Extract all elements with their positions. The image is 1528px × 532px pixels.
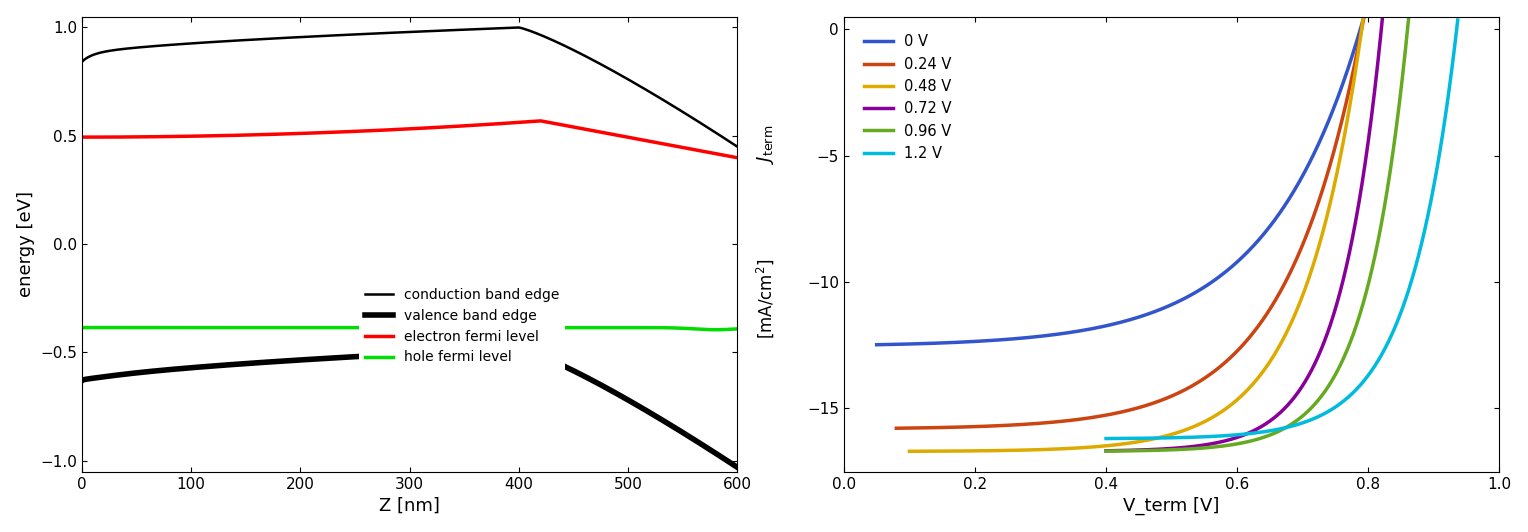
1.2 V [1322, 407, 1340, 413]
1.2 V [1172, 434, 1190, 440]
Line: 0.72 V: 0.72 V [1106, 18, 1383, 451]
0.24 V [1054, 418, 1073, 425]
0 V [1354, 15, 1372, 21]
1.2 V [1230, 431, 1248, 438]
0 V [1163, 301, 1181, 307]
Line: 0.48 V: 0.48 V [909, 18, 1363, 451]
0.48 V [1181, 425, 1199, 431]
0 V [897, 341, 915, 347]
0.72 V [1155, 446, 1174, 452]
Line: 0.96 V: 0.96 V [1106, 19, 1409, 451]
1.2 V [1303, 416, 1322, 422]
0.48 V [1131, 438, 1149, 445]
0.96 V [1300, 406, 1319, 412]
0.48 V [975, 447, 993, 454]
0.24 V [912, 425, 931, 431]
1.2 V [1279, 424, 1297, 430]
0.96 V [1161, 447, 1180, 453]
0 V [1178, 294, 1196, 301]
0.96 V [1216, 443, 1235, 449]
0.48 V [949, 448, 967, 454]
Text: [mA/cm$^2$]: [mA/cm$^2$] [755, 259, 776, 339]
X-axis label: Z [nm]: Z [nm] [379, 497, 440, 515]
0.24 V [888, 425, 906, 431]
Text: $\mathit{J}_\mathrm{term}$: $\mathit{J}_\mathrm{term}$ [755, 124, 776, 164]
0.72 V [1245, 427, 1264, 434]
0.48 V [1354, 15, 1372, 21]
0.48 V [1241, 384, 1259, 390]
1.2 V [1097, 435, 1115, 442]
1.2 V [1449, 17, 1467, 23]
0.48 V [900, 448, 918, 454]
0.72 V [1374, 14, 1392, 21]
Y-axis label: energy [eV]: energy [eV] [17, 191, 35, 297]
0.72 V [1097, 447, 1115, 454]
0.96 V [1131, 447, 1149, 454]
0.96 V [1097, 448, 1115, 454]
Line: 0 V: 0 V [877, 18, 1363, 345]
0.96 V [1400, 16, 1418, 22]
0.96 V [1218, 442, 1236, 448]
Legend: conduction band edge, valence band edge, electron fermi level, hole fermi level: conduction band edge, valence band edge,… [359, 282, 565, 370]
Line: 0.24 V: 0.24 V [897, 18, 1365, 428]
Legend: 0 V, 0.24 V, 0.48 V, 0.72 V, 0.96 V, 1.2 V: 0 V, 0.24 V, 0.48 V, 0.72 V, 0.96 V, 1.2… [857, 29, 958, 167]
0 V [1151, 306, 1169, 313]
0 V [1236, 251, 1254, 257]
0.24 V [1144, 400, 1163, 406]
0.24 V [1132, 404, 1151, 410]
Line: 1.2 V: 1.2 V [1106, 20, 1458, 438]
0.72 V [1284, 396, 1302, 403]
0.96 V [1259, 433, 1277, 439]
0.24 V [1025, 420, 1044, 427]
1.2 V [1236, 431, 1254, 437]
0 V [1287, 185, 1305, 191]
X-axis label: V_term [V]: V_term [V] [1123, 497, 1219, 516]
0.72 V [1206, 440, 1224, 446]
0.72 V [1128, 447, 1146, 453]
0.24 V [1355, 15, 1374, 21]
0.24 V [1135, 403, 1154, 409]
0.48 V [1248, 376, 1267, 382]
0 V [868, 342, 886, 348]
0.72 V [1207, 439, 1225, 446]
